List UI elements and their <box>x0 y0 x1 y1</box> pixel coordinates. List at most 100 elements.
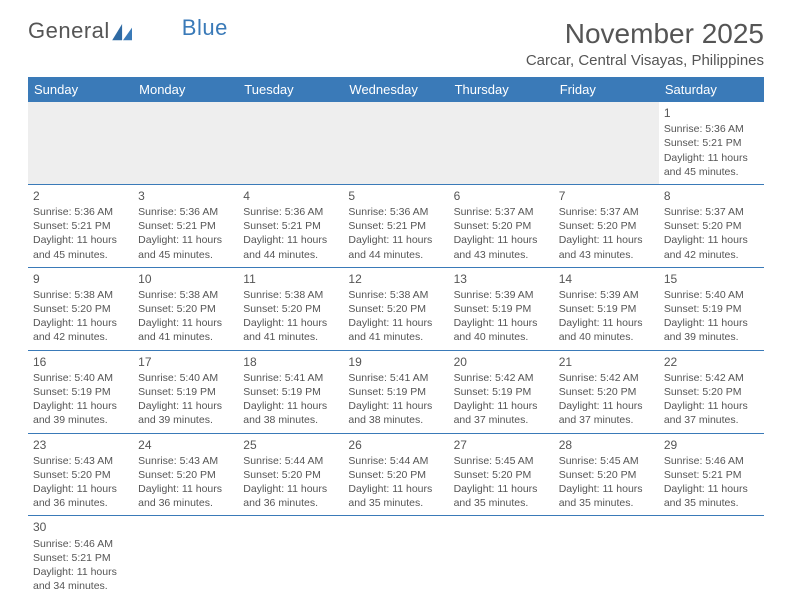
sunrise-line: Sunrise: 5:38 AM <box>243 288 338 302</box>
calendar-cell <box>554 516 659 598</box>
sunset-line: Sunset: 5:20 PM <box>348 302 443 316</box>
calendar-cell: 11Sunrise: 5:38 AMSunset: 5:20 PMDayligh… <box>238 267 343 350</box>
sunset-line: Sunset: 5:20 PM <box>664 385 759 399</box>
weekday-header-row: SundayMondayTuesdayWednesdayThursdayFrid… <box>28 77 764 102</box>
sunset-line: Sunset: 5:21 PM <box>348 219 443 233</box>
daylight-line: Daylight: 11 hours and 45 minutes. <box>138 233 233 261</box>
day-number: 10 <box>138 271 233 287</box>
daylight-line: Daylight: 11 hours and 39 minutes. <box>138 399 233 427</box>
calendar-cell: 6Sunrise: 5:37 AMSunset: 5:20 PMDaylight… <box>449 184 554 267</box>
sunrise-line: Sunrise: 5:37 AM <box>664 205 759 219</box>
day-number: 27 <box>454 437 549 453</box>
sunrise-line: Sunrise: 5:36 AM <box>243 205 338 219</box>
day-number: 11 <box>243 271 338 287</box>
sunrise-line: Sunrise: 5:40 AM <box>664 288 759 302</box>
sunset-line: Sunset: 5:19 PM <box>454 385 549 399</box>
calendar-cell <box>238 516 343 598</box>
calendar-cell: 2Sunrise: 5:36 AMSunset: 5:21 PMDaylight… <box>28 184 133 267</box>
day-number: 19 <box>348 354 443 370</box>
sunset-line: Sunset: 5:20 PM <box>243 302 338 316</box>
daylight-line: Daylight: 11 hours and 36 minutes. <box>33 482 128 510</box>
calendar-row: 16Sunrise: 5:40 AMSunset: 5:19 PMDayligh… <box>28 350 764 433</box>
sunrise-line: Sunrise: 5:38 AM <box>138 288 233 302</box>
daylight-line: Daylight: 11 hours and 44 minutes. <box>243 233 338 261</box>
sunset-line: Sunset: 5:19 PM <box>138 385 233 399</box>
sunset-line: Sunset: 5:19 PM <box>243 385 338 399</box>
calendar-cell: 24Sunrise: 5:43 AMSunset: 5:20 PMDayligh… <box>133 433 238 516</box>
sunset-line: Sunset: 5:19 PM <box>454 302 549 316</box>
daylight-line: Daylight: 11 hours and 39 minutes. <box>664 316 759 344</box>
sunrise-line: Sunrise: 5:41 AM <box>243 371 338 385</box>
sunrise-line: Sunrise: 5:36 AM <box>138 205 233 219</box>
sunset-line: Sunset: 5:20 PM <box>243 468 338 482</box>
day-number: 26 <box>348 437 443 453</box>
calendar-cell <box>449 516 554 598</box>
weekday-header: Sunday <box>28 77 133 102</box>
calendar-cell: 22Sunrise: 5:42 AMSunset: 5:20 PMDayligh… <box>659 350 764 433</box>
logo: General Blue <box>28 18 228 44</box>
sunset-line: Sunset: 5:20 PM <box>138 468 233 482</box>
daylight-line: Daylight: 11 hours and 44 minutes. <box>348 233 443 261</box>
sunset-line: Sunset: 5:20 PM <box>454 219 549 233</box>
day-number: 9 <box>33 271 128 287</box>
daylight-line: Daylight: 11 hours and 37 minutes. <box>559 399 654 427</box>
daylight-line: Daylight: 11 hours and 43 minutes. <box>559 233 654 261</box>
sunrise-line: Sunrise: 5:45 AM <box>559 454 654 468</box>
calendar-cell: 7Sunrise: 5:37 AMSunset: 5:20 PMDaylight… <box>554 184 659 267</box>
daylight-line: Daylight: 11 hours and 43 minutes. <box>454 233 549 261</box>
day-number: 5 <box>348 188 443 204</box>
calendar-cell: 15Sunrise: 5:40 AMSunset: 5:19 PMDayligh… <box>659 267 764 350</box>
day-number: 2 <box>33 188 128 204</box>
title-block: November 2025 Carcar, Central Visayas, P… <box>526 18 764 69</box>
day-number: 29 <box>664 437 759 453</box>
calendar-cell: 25Sunrise: 5:44 AMSunset: 5:20 PMDayligh… <box>238 433 343 516</box>
sunrise-line: Sunrise: 5:37 AM <box>454 205 549 219</box>
calendar-cell <box>554 102 659 184</box>
day-number: 22 <box>664 354 759 370</box>
day-number: 15 <box>664 271 759 287</box>
sunset-line: Sunset: 5:21 PM <box>33 551 128 565</box>
calendar-cell: 5Sunrise: 5:36 AMSunset: 5:21 PMDaylight… <box>343 184 448 267</box>
weekday-header: Thursday <box>449 77 554 102</box>
sunset-line: Sunset: 5:20 PM <box>664 219 759 233</box>
calendar-cell: 1Sunrise: 5:36 AMSunset: 5:21 PMDaylight… <box>659 102 764 184</box>
weekday-header: Saturday <box>659 77 764 102</box>
location-label: Carcar, Central Visayas, Philippines <box>526 52 764 69</box>
day-number: 6 <box>454 188 549 204</box>
day-number: 8 <box>664 188 759 204</box>
page-title: November 2025 <box>526 18 764 50</box>
sunset-line: Sunset: 5:20 PM <box>33 302 128 316</box>
sunrise-line: Sunrise: 5:46 AM <box>664 454 759 468</box>
day-number: 14 <box>559 271 654 287</box>
sunrise-line: Sunrise: 5:40 AM <box>33 371 128 385</box>
day-number: 1 <box>664 105 759 121</box>
sunset-line: Sunset: 5:21 PM <box>664 136 759 150</box>
daylight-line: Daylight: 11 hours and 42 minutes. <box>664 233 759 261</box>
sunrise-line: Sunrise: 5:36 AM <box>664 122 759 136</box>
sunset-line: Sunset: 5:21 PM <box>664 468 759 482</box>
sunset-line: Sunset: 5:21 PM <box>243 219 338 233</box>
sunrise-line: Sunrise: 5:46 AM <box>33 537 128 551</box>
day-number: 13 <box>454 271 549 287</box>
calendar-cell <box>449 102 554 184</box>
daylight-line: Daylight: 11 hours and 37 minutes. <box>664 399 759 427</box>
calendar-cell: 30Sunrise: 5:46 AMSunset: 5:21 PMDayligh… <box>28 516 133 598</box>
sunset-line: Sunset: 5:19 PM <box>559 302 654 316</box>
calendar-cell <box>343 102 448 184</box>
calendar-cell: 18Sunrise: 5:41 AMSunset: 5:19 PMDayligh… <box>238 350 343 433</box>
sunrise-line: Sunrise: 5:43 AM <box>33 454 128 468</box>
sunset-line: Sunset: 5:20 PM <box>33 468 128 482</box>
calendar-row: 1Sunrise: 5:36 AMSunset: 5:21 PMDaylight… <box>28 102 764 184</box>
day-number: 30 <box>33 519 128 535</box>
calendar-cell: 28Sunrise: 5:45 AMSunset: 5:20 PMDayligh… <box>554 433 659 516</box>
sunset-line: Sunset: 5:21 PM <box>33 219 128 233</box>
day-number: 16 <box>33 354 128 370</box>
daylight-line: Daylight: 11 hours and 41 minutes. <box>243 316 338 344</box>
sunrise-line: Sunrise: 5:39 AM <box>559 288 654 302</box>
calendar-cell: 21Sunrise: 5:42 AMSunset: 5:20 PMDayligh… <box>554 350 659 433</box>
sunset-line: Sunset: 5:19 PM <box>33 385 128 399</box>
sunrise-line: Sunrise: 5:38 AM <box>348 288 443 302</box>
daylight-line: Daylight: 11 hours and 36 minutes. <box>138 482 233 510</box>
day-number: 3 <box>138 188 233 204</box>
sunrise-line: Sunrise: 5:41 AM <box>348 371 443 385</box>
